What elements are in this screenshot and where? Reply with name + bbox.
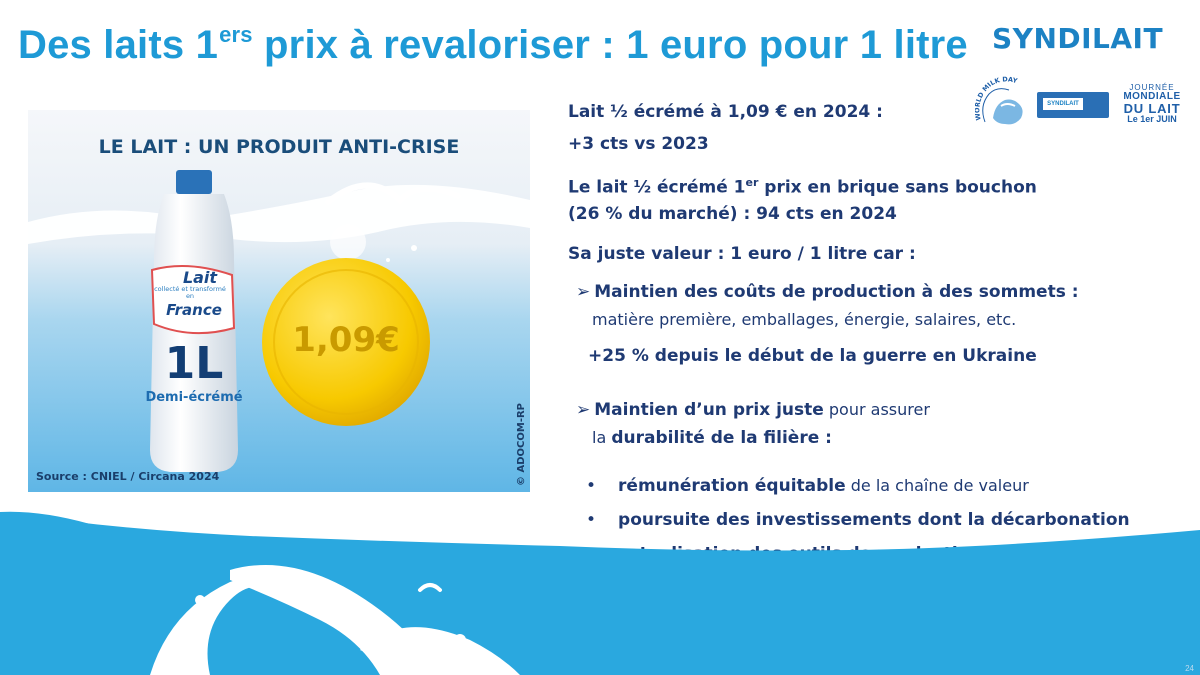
bullet-icon: • [586, 476, 597, 496]
bullet-icon: • [586, 510, 597, 530]
bottle-volume: 1L [164, 338, 224, 389]
promo-image: LE LAIT : UN PRODUIT ANTI-CRISE Lait col… [28, 110, 530, 492]
promo-credit: © ADOCOM-RP [516, 403, 527, 486]
first-price-line-2: (26 % du marché) : 94 cts en 2024 [568, 204, 897, 224]
syndilait-logo: SYNDILAIT [992, 22, 1164, 55]
wmd-line-1: JOURNÉE [1129, 83, 1175, 92]
first-price-part-1: Le lait ½ écrémé 1 [568, 177, 746, 198]
wmd-flag-label: SYNDILAIT [1043, 98, 1083, 110]
wmd-flag: SYNDILAIT [1037, 92, 1109, 118]
arrow-icon: ➢ [576, 282, 591, 302]
bottle-type: Demi-écrémé [145, 390, 243, 405]
title-part-1: Des laits 1 [18, 23, 219, 67]
milk-wave-footer [0, 511, 1200, 675]
milk-splash-icon: WORLD MILK DAY [975, 76, 1023, 125]
wmd-line-2: MONDIALE [1123, 91, 1181, 102]
milk-splash-icon [150, 577, 270, 675]
argument-2-bold: Maintien d’un prix juste [594, 400, 824, 420]
first-price-sup: er [745, 176, 759, 189]
first-price-line-1: Le lait ½ écrémé 1er prix en brique sans… [568, 176, 1037, 198]
bottle-cap-icon [176, 170, 212, 194]
coin-price: 1,09€ [292, 320, 400, 360]
arrow-icon: ➢ [576, 400, 591, 420]
bottle-label-lait: Lait [182, 268, 218, 287]
bullet-bold: poursuite des investissements dont la dé… [618, 510, 1130, 530]
promo-source: Source : CNIEL / Circana 2024 [36, 470, 220, 483]
price-2024-line: Lait ½ écrémé à 1,09 € en 2024 : [568, 102, 883, 122]
promo-background [28, 110, 530, 492]
argument-2-line-2: la durabilité de la filière : [592, 428, 832, 448]
argument-2-normal: pour assurer [823, 400, 930, 419]
argument-2-pre: la [592, 428, 612, 447]
argument-1: ➢ Maintien des coûts de production à des … [576, 282, 1079, 302]
world-milk-day-logo: WORLD MILK DAY SYNDILAIT JOURNÉE MONDIAL… [975, 76, 1195, 134]
title-part-2: prix à revaloriser : 1 euro pour 1 litre [252, 23, 968, 67]
title-superscript: ers [219, 22, 253, 47]
wmd-line-3: DU LAIT [1123, 101, 1181, 116]
bottle-label-france: France [166, 301, 222, 319]
bottle-label-origin: collecté et transformé en [154, 285, 226, 301]
bullet-item: • rémunération équitable de la chaîne de … [568, 476, 1029, 496]
argument-2-emphasis: durabilité de la filière : [611, 428, 832, 448]
page-number: 24 [1185, 664, 1194, 673]
fair-value-line: Sa juste valeur : 1 euro / 1 litre car : [568, 244, 916, 264]
coin-icon [262, 258, 430, 426]
argument-2: ➢ Maintien d’un prix juste pour assurer [576, 400, 930, 420]
first-price-part-2: prix en brique sans bouchon [758, 177, 1037, 198]
wmd-line-4: Le 1er JUIN [1127, 114, 1177, 124]
slide-title: Des laits 1ers prix à revaloriser : 1 eu… [18, 22, 968, 68]
bullet-bold: rémunération équitable [618, 476, 846, 496]
argument-1-detail: matière première, emballages, énergie, s… [592, 310, 1017, 329]
bullet-item: • poursuite des investissements dont la d… [568, 510, 1130, 530]
promo-title: LE LAIT : UN PRODUIT ANTI-CRISE [98, 136, 460, 158]
argument-1-stat: +25 % depuis le début de la guerre en Uk… [588, 346, 1037, 366]
wmd-text: JOURNÉE MONDIALE DU LAIT Le 1er JUIN [1117, 84, 1187, 124]
bullet-normal: de la chaîne de valeur [845, 476, 1029, 495]
price-change-line: +3 cts vs 2023 [568, 134, 709, 154]
argument-1-title: Maintien des coûts de production à des s… [594, 282, 1079, 302]
